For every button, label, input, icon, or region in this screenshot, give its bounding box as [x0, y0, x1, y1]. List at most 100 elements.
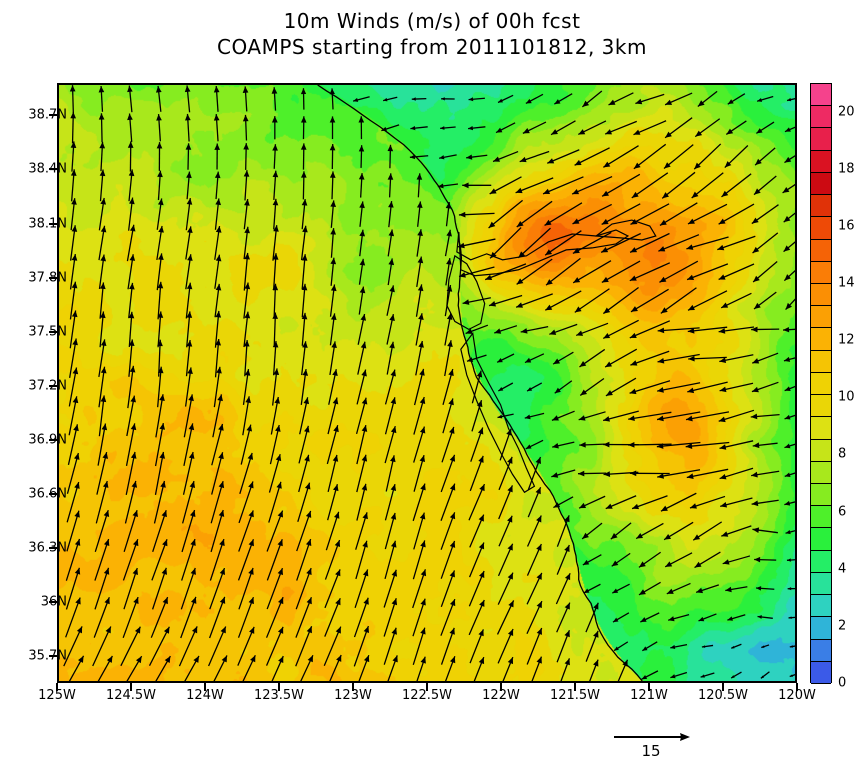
wind-vector-arrow: [156, 114, 162, 142]
colorbar-band: [811, 172, 831, 196]
wind-vector-arrow: [359, 229, 366, 257]
wind-vector-arrow: [585, 630, 599, 662]
wind-vector-arrow: [243, 252, 250, 291]
wind-vector-arrow: [295, 626, 313, 667]
wind-vector-arrow: [718, 263, 755, 281]
wind-vector-arrow: [387, 258, 395, 286]
wind-vector-arrow: [214, 283, 222, 318]
wind-vector-arrow: [731, 643, 742, 649]
wind-vector-arrow: [296, 510, 312, 552]
wind-vector-arrow: [242, 86, 249, 112]
wind-vector-arrow: [415, 284, 424, 317]
wind-vector-arrow: [458, 266, 495, 278]
wind-vector-arrow: [444, 313, 453, 346]
wind-vector-arrow: [470, 427, 484, 462]
wind-vector-arrow: [574, 288, 610, 313]
wind-vector-arrow: [489, 227, 522, 259]
wind-vector-arrow: [526, 543, 542, 576]
wind-vector-arrow: [440, 512, 456, 550]
wind-vector-arrow: [730, 671, 742, 679]
wind-vector-arrow: [238, 481, 254, 524]
wind-vector-arrow: [126, 224, 136, 262]
wind-vector-arrow: [633, 120, 667, 136]
wind-vector-arrow: [582, 554, 602, 566]
wind-vector-arrow: [70, 169, 77, 202]
wind-vector-arrow: [128, 282, 135, 319]
wind-vector-arrow: [468, 97, 485, 102]
colorbar-band: [811, 617, 831, 640]
wind-vector-arrow: [488, 199, 523, 229]
wind-vector-arrow: [98, 225, 107, 261]
wind-vector-arrow: [784, 472, 795, 477]
wind-vector-arrow: [355, 540, 368, 580]
wind-vector-arrow: [520, 326, 549, 334]
colorbar-band: [811, 439, 831, 462]
wind-vector-arrow: [296, 538, 312, 581]
wind-vector-arrow: [437, 183, 459, 189]
wind-vector-arrow: [549, 323, 578, 335]
wind-vector-arrow: [635, 93, 665, 105]
wind-vector-arrow: [156, 142, 163, 171]
wind-vector-arrow: [640, 612, 660, 623]
wind-vector-arrow: [386, 285, 395, 316]
x-axis-tick-mark: [796, 683, 798, 691]
wind-vector-arrow: [688, 355, 727, 362]
wind-vector-arrow: [497, 94, 514, 104]
wind-vector-arrow: [92, 626, 112, 667]
wind-vector-arrow: [602, 319, 639, 339]
wind-vector-arrow: [786, 97, 795, 102]
wind-vector-arrow: [127, 254, 136, 290]
wind-vector-arrow: [300, 143, 307, 170]
wind-vector-arrow: [301, 283, 308, 318]
colorbar-band: [811, 195, 831, 218]
wind-vector-arrow: [786, 558, 795, 562]
wind-vector-arrow: [69, 85, 76, 113]
wind-vector-arrow: [468, 126, 486, 131]
wind-vector-arrow: [99, 141, 106, 172]
wind-vector-arrow: [445, 201, 452, 227]
wind-vector-arrow: [150, 596, 169, 638]
wind-vector-arrow: [601, 260, 641, 284]
wind-vector-arrow: [631, 495, 668, 510]
wind-vector-arrow: [156, 253, 164, 291]
wind-vector-arrow: [784, 126, 795, 133]
wind-vector-arrow: [300, 171, 307, 200]
wind-vector-arrow: [526, 382, 543, 392]
colorbar-tick-label: 2: [838, 618, 847, 634]
wind-vector-arrow: [94, 509, 110, 553]
wind-vector-arrow: [358, 145, 365, 168]
wind-vector-arrow: [725, 586, 748, 593]
wind-vector-arrow: [209, 538, 225, 581]
colorbar-band: [811, 395, 831, 418]
x-axis-tick-label: 123W: [334, 688, 372, 703]
wind-vector-arrow: [98, 254, 107, 290]
wind-vector-arrow: [300, 369, 309, 405]
coastline-overlay: [317, 85, 657, 681]
wind-vector-arrow: [524, 353, 545, 364]
wind-vector-arrow: [94, 538, 110, 581]
colorbar-tick-label: 8: [838, 446, 847, 462]
wind-vector-arrow: [542, 176, 584, 195]
wind-vector-arrow: [154, 423, 166, 467]
wind-vector-arrow: [152, 510, 167, 552]
wind-vector-arrow: [717, 235, 756, 251]
wind-vector-arrow: [413, 454, 426, 492]
wind-vector-arrow: [211, 452, 224, 495]
wind-vector-arrow: [272, 253, 279, 291]
wind-vector-arrow: [271, 116, 278, 140]
y-axis-tick-mark: [49, 222, 57, 225]
wind-vector-arrow: [784, 155, 795, 164]
wind-vector-arrow: [356, 483, 368, 521]
wind-vector-arrow: [630, 288, 669, 313]
wind-vector-arrow: [329, 284, 337, 317]
wind-vector-arrow: [237, 539, 255, 581]
wind-vector-arrow: [664, 92, 693, 106]
wind-vector-arrow: [94, 567, 110, 610]
wind-vector-arrow: [629, 320, 671, 339]
wind-vector-arrow: [685, 411, 730, 422]
colorbar-tick-label: 14: [838, 275, 855, 291]
wind-vector-arrow: [155, 394, 165, 438]
wind-vector-arrow: [516, 258, 553, 285]
wind-vector-arrow: [272, 198, 279, 230]
wind-vector-arrow: [701, 644, 714, 648]
